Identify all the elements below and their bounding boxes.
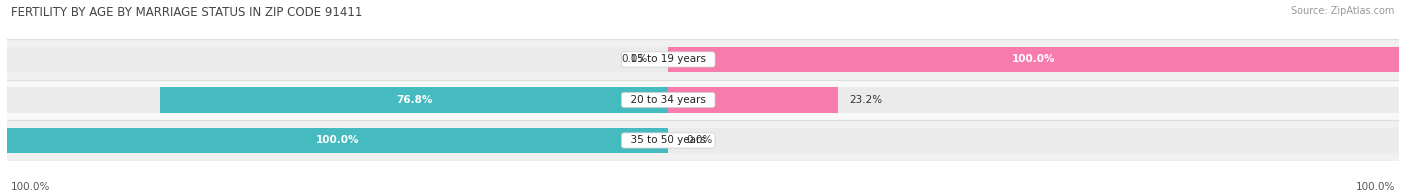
Text: 35 to 50 years: 35 to 50 years — [624, 135, 713, 145]
Bar — [7, 120, 1399, 161]
Text: 23.2%: 23.2% — [849, 95, 882, 105]
Text: 15 to 19 years: 15 to 19 years — [624, 54, 713, 64]
Text: 100.0%: 100.0% — [1355, 182, 1395, 192]
Text: 76.8%: 76.8% — [396, 95, 433, 105]
Bar — [7, 128, 668, 153]
Bar — [668, 87, 838, 113]
Bar — [160, 87, 668, 113]
Text: 100.0%: 100.0% — [1012, 54, 1056, 64]
Text: 100.0%: 100.0% — [11, 182, 51, 192]
Bar — [668, 47, 1399, 72]
Bar — [7, 128, 1399, 153]
Bar — [7, 87, 1399, 113]
Bar — [7, 47, 1399, 72]
Text: FERTILITY BY AGE BY MARRIAGE STATUS IN ZIP CODE 91411: FERTILITY BY AGE BY MARRIAGE STATUS IN Z… — [11, 6, 363, 19]
Bar — [7, 39, 1399, 80]
Text: 0.0%: 0.0% — [621, 54, 647, 64]
Text: 20 to 34 years: 20 to 34 years — [624, 95, 713, 105]
Text: Source: ZipAtlas.com: Source: ZipAtlas.com — [1291, 6, 1395, 16]
Text: 0.0%: 0.0% — [686, 135, 713, 145]
Text: 100.0%: 100.0% — [316, 135, 360, 145]
Bar — [7, 80, 1399, 120]
